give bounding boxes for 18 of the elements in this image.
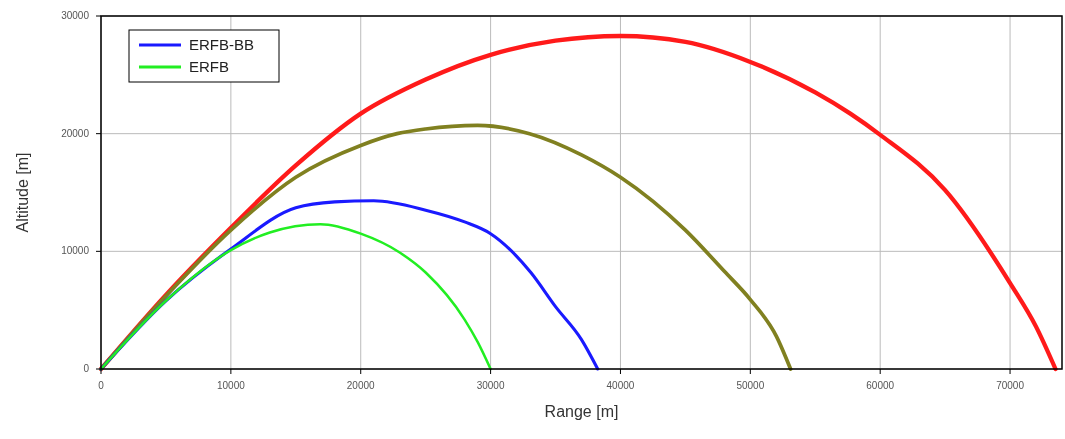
x-tick-label: 30000 [476, 380, 505, 391]
x-axis-title: Range [m] [544, 403, 619, 420]
x-tick-label: 60000 [866, 380, 895, 391]
legend-label: ERFB [189, 58, 230, 75]
x-tick-label: 20000 [346, 380, 376, 391]
y-tick-label: 30000 [61, 10, 90, 21]
y-axis-title: Altitude [m] [14, 152, 31, 233]
x-tick-label: 50000 [736, 380, 765, 391]
x-tick-label: 40000 [606, 380, 635, 391]
x-tick-label: 10000 [216, 380, 246, 391]
x-tick-label: 70000 [996, 380, 1025, 391]
line-series [99, 223, 492, 371]
legend-label: ERFB-BB [189, 36, 255, 53]
y-tick-label: 10000 [61, 245, 90, 257]
y-tick-label: 0 [83, 363, 90, 374]
y-tick-label: 20000 [61, 127, 90, 139]
x-tick-label: 0 [98, 380, 105, 391]
line-series [99, 123, 793, 371]
